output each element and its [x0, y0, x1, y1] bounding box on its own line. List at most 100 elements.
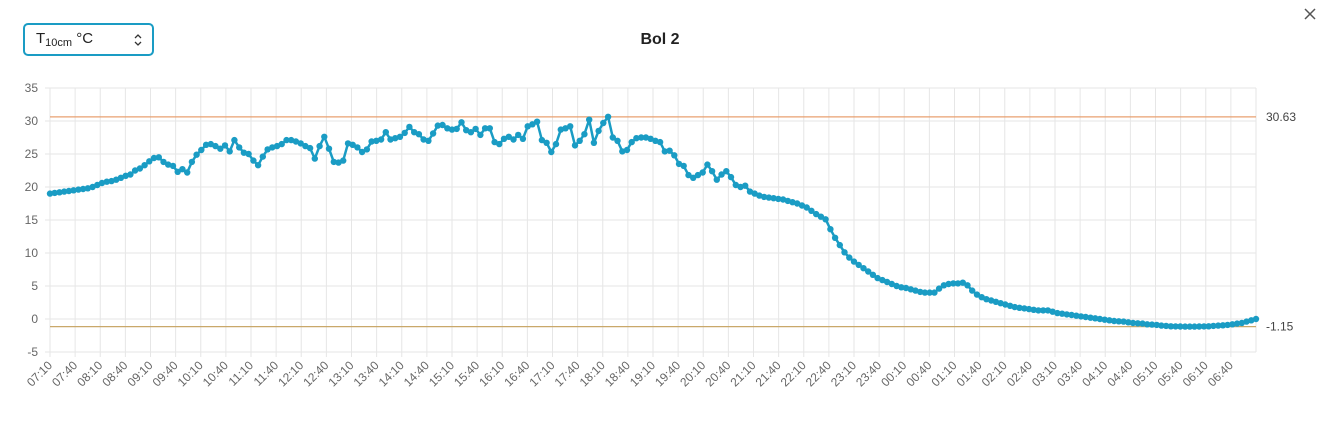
data-point — [917, 288, 924, 296]
data-point — [79, 185, 87, 193]
data-point — [1035, 307, 1042, 314]
data-point — [604, 113, 612, 121]
x-tick-label: 06:40 — [1205, 358, 1236, 389]
data-point — [628, 138, 635, 146]
data-point — [803, 204, 810, 211]
data-point — [377, 136, 385, 143]
data-point — [453, 125, 460, 133]
sensor-select-label: T10cm °C — [36, 30, 94, 49]
data-point — [1139, 320, 1146, 327]
data-point — [869, 271, 877, 278]
data-point — [217, 145, 224, 152]
data-point — [1229, 321, 1236, 328]
chevron-updown-icon — [134, 34, 142, 46]
data-point — [56, 189, 63, 196]
data-point — [396, 133, 404, 140]
data-point — [519, 135, 527, 142]
data-point — [813, 210, 820, 218]
data-point — [127, 171, 134, 178]
data-point — [212, 142, 219, 150]
data-point — [1205, 323, 1212, 330]
data-point — [1167, 323, 1175, 330]
data-point — [103, 178, 111, 185]
data-point — [1068, 311, 1075, 319]
x-tick-label: 19:40 — [652, 358, 683, 389]
close-icon[interactable] — [1301, 5, 1319, 23]
x-tick-label: 03:10 — [1029, 358, 1060, 389]
data-point — [259, 153, 266, 160]
data-point — [538, 136, 546, 144]
x-tick-label: 07:40 — [49, 358, 80, 389]
data-point — [46, 190, 54, 197]
data-point — [510, 136, 517, 143]
data-point — [727, 173, 735, 181]
data-point — [888, 280, 895, 288]
x-tick-label: 11:10 — [226, 358, 257, 389]
data-point — [254, 162, 262, 169]
data-point — [1025, 305, 1033, 313]
data-point — [330, 158, 337, 166]
data-point — [765, 194, 773, 201]
data-point — [188, 158, 196, 166]
data-point — [406, 123, 413, 131]
data-point — [694, 171, 702, 179]
data-point — [1162, 322, 1170, 330]
y-tick-label: 15 — [25, 213, 39, 227]
y-tick-label: 25 — [25, 147, 39, 161]
data-point — [136, 165, 144, 172]
data-point — [174, 168, 181, 175]
data-point — [1144, 321, 1151, 328]
data-point — [950, 280, 957, 287]
chart-title: Bol 2 — [640, 31, 680, 48]
data-point — [623, 146, 631, 154]
x-tick-label: 05:40 — [1155, 358, 1186, 389]
data-point — [150, 154, 158, 162]
data-point — [926, 289, 933, 296]
x-tick-label: 02:10 — [979, 358, 1010, 389]
data-point — [231, 136, 238, 144]
data-point — [831, 234, 839, 241]
data-point — [292, 138, 300, 145]
data-point — [638, 134, 645, 141]
data-point — [486, 125, 493, 132]
data-point — [1087, 314, 1094, 321]
data-point — [775, 195, 782, 203]
data-point — [340, 157, 347, 164]
y-tick-label: 0 — [31, 312, 38, 326]
sensor-select[interactable]: T10cm °C — [23, 23, 154, 56]
data-point — [1011, 303, 1018, 311]
data-point — [827, 226, 834, 233]
data-point — [448, 126, 456, 133]
data-point — [808, 207, 815, 214]
data-point — [434, 122, 441, 129]
x-tick-label: 02:40 — [1004, 358, 1035, 389]
x-tick-label: 10:40 — [200, 358, 231, 389]
x-tick-label: 08:40 — [99, 358, 130, 389]
data-point — [969, 287, 976, 294]
data-point — [822, 216, 829, 223]
data-point — [458, 119, 465, 126]
data-point — [576, 137, 583, 144]
x-tick-label: 12:40 — [300, 358, 331, 389]
data-point — [760, 193, 768, 201]
x-tick-label: 03:40 — [1054, 358, 1085, 389]
x-tick-label: 09:40 — [150, 358, 181, 389]
data-point — [1101, 316, 1108, 323]
data-point — [935, 285, 943, 292]
data-point — [1148, 321, 1156, 328]
data-point — [1172, 323, 1179, 330]
data-point — [354, 144, 361, 151]
x-tick-label: 09:10 — [124, 358, 155, 389]
x-tick-label: 07:10 — [24, 358, 55, 389]
data-point — [515, 131, 522, 139]
data-point — [1186, 323, 1194, 330]
data-point — [245, 150, 252, 158]
data-point — [1181, 323, 1189, 330]
data-point — [1196, 323, 1203, 330]
data-point — [841, 249, 848, 256]
data-point — [226, 148, 233, 155]
data-point — [614, 137, 621, 144]
data-point — [690, 174, 697, 181]
y-tick-label: 35 — [25, 81, 39, 95]
data-point — [51, 189, 58, 197]
